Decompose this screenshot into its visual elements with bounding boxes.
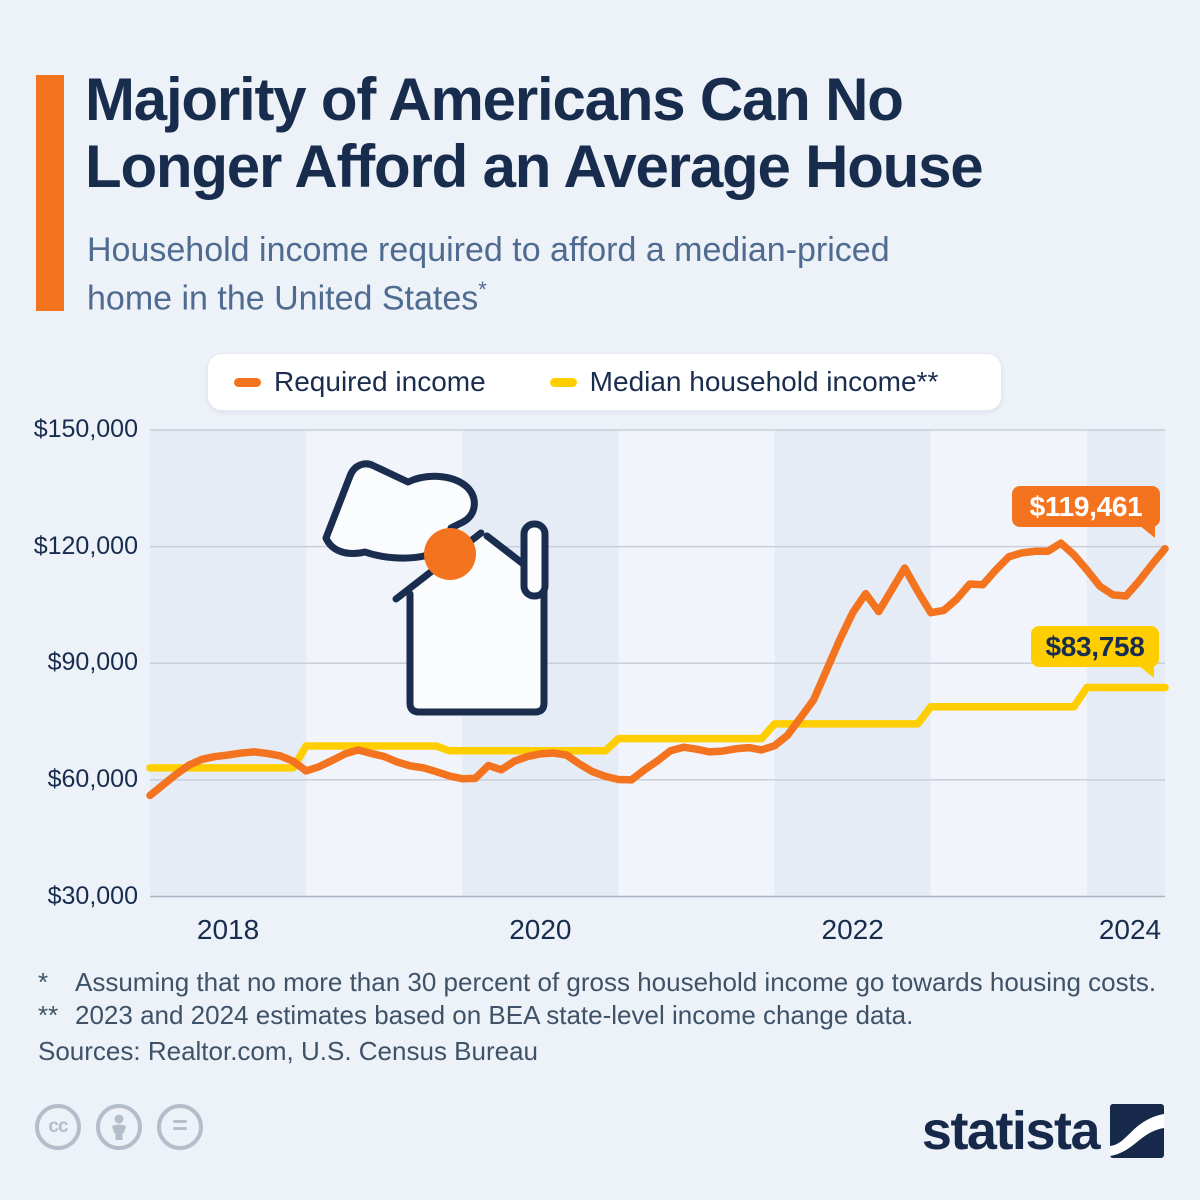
no-derivatives-icon: = [157,1104,203,1150]
legend-label-median-income: Median household income** [589,366,939,397]
house-chimney [520,520,549,600]
median-income-value-callout: $83,758 [1031,626,1159,678]
footnote-2-text: 2023 and 2024 estimates based on BEA sta… [75,1000,914,1030]
required-income-line [146,539,1169,800]
attribution-person-icon [96,1104,142,1150]
chart-legend: Required income Median household income*… [207,353,1002,411]
house-coin-illustration [322,460,549,716]
house-body [406,586,548,716]
statista-logo-text: statista [921,1101,1101,1161]
page-title: Majority of Americans Can No Longer Affo… [85,66,984,200]
subtitle-line2: home in the United States* [87,270,890,318]
creative-commons-icon: cc [35,1104,81,1150]
footnote-2: ** 2023 and 2024 estimates based on BEA … [38,999,1156,1032]
subtitle-line2-text: home in the United States [87,279,479,318]
footnote-2-mark: ** [38,1000,59,1030]
page-title-line2: Longer Afford an Average House [85,133,984,200]
page-subtitle: Household income required to afford a me… [87,230,890,318]
x-axis-label: 2018 [196,914,260,945]
sources-text: Sources: Realtor.com, U.S. Census Bureau [38,1036,539,1066]
footnote-1: * Assuming that no more than 30 percent … [38,966,1156,999]
y-axis-label: $60,000 [47,764,138,793]
footnote-1-text: Assuming that no more than 30 percent of… [75,967,1157,997]
footnote-mark: * [478,277,487,302]
legend-label-required-income: Required income [274,366,486,397]
footnote-1-mark: * [38,967,49,997]
coin-icon [424,528,476,580]
required-income-swatch-icon [234,377,261,387]
x-axis-label: 2022 [821,914,884,945]
median-income-swatch-icon [549,377,577,387]
legend-item-median-income: Median household income** [549,366,939,398]
legend-item-required-income: Required income [234,366,486,398]
statista-branding: statista [922,1100,1164,1162]
y-axis-label: $150,000 [33,415,138,443]
required-income-value-callout: $119,461 [1012,486,1160,538]
y-axis-label: $30,000 [47,881,138,910]
subtitle-line1: Household income required to afford a me… [87,231,890,269]
median-income-line [146,683,1169,772]
x-axis-label: 2024 [1098,914,1162,945]
page-title-line1: Majority of Americans Can No [85,66,904,133]
statista-logo-mark-icon [1110,1104,1164,1158]
x-axis-label: 2020 [509,914,572,945]
y-axis-label: $90,000 [47,648,138,677]
license-icons: cc = [35,1104,203,1150]
title-accent-bar [36,75,64,311]
y-axis-label: $120,000 [33,531,138,560]
footnotes: * Assuming that no more than 30 percent … [38,966,1156,1032]
